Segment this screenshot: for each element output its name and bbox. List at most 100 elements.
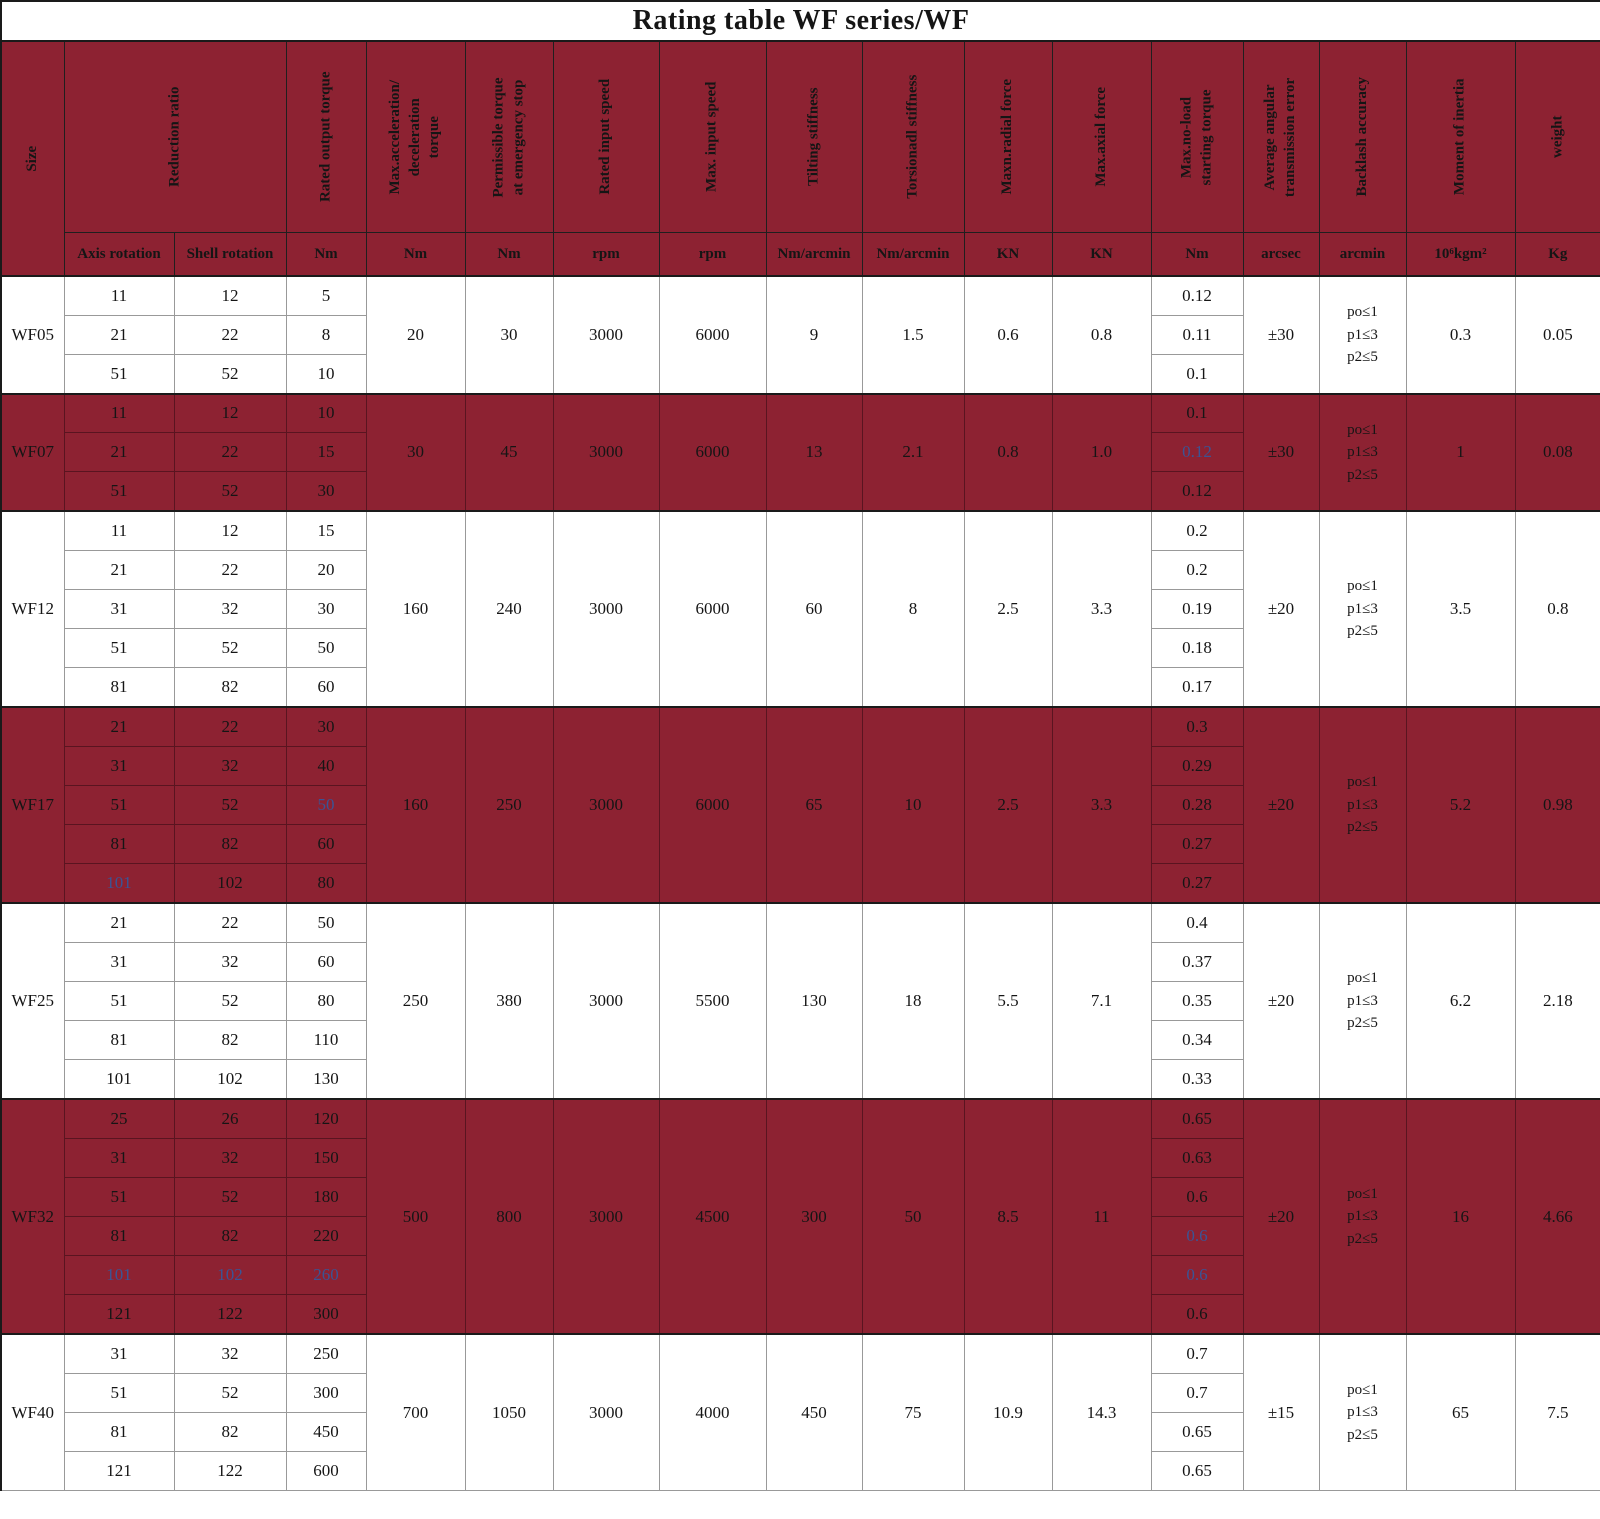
tilting_stiffness-cell: 130 bbox=[765, 902, 863, 1100]
axis-rotation-cell: 51 bbox=[63, 1372, 175, 1413]
transmission_error-cell: ±20 bbox=[1242, 706, 1320, 904]
shell-rotation-cell: 22 bbox=[173, 706, 287, 747]
axis-rotation-cell: 101 bbox=[63, 863, 175, 904]
axis-rotation-cell: 81 bbox=[63, 824, 175, 865]
emergency_stop_torque-cell: 30 bbox=[464, 275, 554, 395]
moment_of_inertia-cell: 5.2 bbox=[1405, 706, 1516, 904]
axis-rotation-cell: 21 bbox=[63, 901, 175, 943]
table-row: 21 22 20 0.2 bbox=[1, 549, 1600, 591]
table-row: 101 102 130 0.33 bbox=[1, 1059, 1600, 1100]
table-row: WF25 21 22 50 250 380 3000 5500 130 18 5.5 7.1 0.4 ±2… bbox=[0, 901, 1600, 1100]
shell-rotation-cell: 22 bbox=[173, 549, 287, 591]
rated_input_speed-cell: 3000 bbox=[552, 510, 660, 708]
no-load-starting-torque-cell: 0.11 bbox=[1150, 314, 1244, 355]
radial_force-cell: 0.6 bbox=[963, 275, 1053, 395]
max_accel_decel_torque-cell: 250 bbox=[365, 902, 466, 1100]
rated-output-torque-cell: 8 bbox=[285, 314, 367, 355]
tilting_stiffness-cell: 300 bbox=[765, 1097, 863, 1335]
no-load-starting-torque-cell: 0.1 bbox=[1150, 392, 1244, 434]
rated-output-torque-cell: 260 bbox=[285, 1255, 367, 1296]
tilting_stiffness-cell: 13 bbox=[765, 392, 863, 512]
table-row: 121 122 300 0.6 bbox=[1, 1294, 1600, 1335]
no-load-starting-torque-cell: 0.6 bbox=[1150, 1294, 1244, 1335]
unit-moment-of-inertia: 10⁶kgm² bbox=[1405, 232, 1516, 277]
table-row: 81 82 110 0.34 bbox=[1, 1020, 1600, 1061]
shell-rotation-cell: 82 bbox=[173, 824, 287, 865]
rated-output-torque-cell: 30 bbox=[285, 706, 367, 747]
torsional_stiffness-cell: 50 bbox=[861, 1097, 965, 1335]
rated-output-torque-cell: 450 bbox=[285, 1411, 367, 1453]
max_accel_decel_torque-cell: 700 bbox=[365, 1333, 466, 1492]
torsional_stiffness-cell: 8 bbox=[861, 510, 965, 708]
rated_input_speed-cell: 3000 bbox=[552, 392, 660, 512]
col-header-rated-input-speed: Rated input speed bbox=[552, 40, 660, 233]
emergency_stop_torque-cell: 380 bbox=[464, 902, 554, 1100]
shell-rotation-cell: 32 bbox=[173, 1333, 287, 1374]
no-load-starting-torque-cell: 0.12 bbox=[1150, 274, 1244, 316]
axis-rotation-cell: 121 bbox=[63, 1294, 175, 1335]
table-row: 81 82 450 0.65 bbox=[1, 1411, 1600, 1453]
col-header-rated-output-torque: Rated output torque bbox=[285, 40, 367, 233]
emergency_stop_torque-cell: 800 bbox=[464, 1097, 554, 1335]
rated-output-torque-cell: 110 bbox=[285, 1020, 367, 1061]
radial_force-cell: 10.9 bbox=[963, 1333, 1053, 1492]
rated-output-torque-cell: 300 bbox=[285, 1294, 367, 1335]
transmission_error-cell: ±30 bbox=[1242, 392, 1320, 512]
moment_of_inertia-cell: 6.2 bbox=[1405, 902, 1516, 1100]
backlash-cell: po≤1 p1≤3 p2≤5 bbox=[1318, 706, 1407, 904]
table-row: 121 122 600 0.65 bbox=[1, 1451, 1600, 1492]
rated-output-torque-cell: 220 bbox=[285, 1215, 367, 1257]
no-load-starting-torque-cell: 0.65 bbox=[1150, 1411, 1244, 1453]
no-load-starting-torque-cell: 0.7 bbox=[1150, 1333, 1244, 1374]
rated-output-torque-cell: 150 bbox=[285, 1137, 367, 1178]
radial_force-cell: 0.8 bbox=[963, 392, 1053, 512]
transmission_error-cell: ±30 bbox=[1242, 275, 1320, 395]
shell-rotation-cell: 22 bbox=[173, 901, 287, 943]
transmission_error-cell: ±20 bbox=[1242, 1097, 1320, 1335]
axis-rotation-cell: 21 bbox=[63, 549, 175, 591]
table-row: WF05 11 12 5 20 30 3000 6000 9 1.5 0.6 0.8 0.12 ±30 po… bbox=[0, 274, 1600, 395]
unit-tilting-stiffness: Nm/arcmin bbox=[765, 232, 863, 277]
unit-max-accel-decel-torque: Nm bbox=[365, 232, 466, 277]
table-row: 51 52 50 0.18 bbox=[1, 628, 1600, 669]
radial_force-cell: 2.5 bbox=[963, 510, 1053, 708]
no-load-starting-torque-cell: 0.2 bbox=[1150, 549, 1244, 591]
rated-output-torque-cell: 15 bbox=[285, 432, 367, 473]
emergency_stop_torque-cell: 1050 bbox=[464, 1333, 554, 1492]
axis-rotation-cell: 81 bbox=[63, 1020, 175, 1061]
shell-rotation-cell: 52 bbox=[173, 784, 287, 826]
shell-rotation-cell: 52 bbox=[173, 471, 287, 512]
axis-rotation-cell: 81 bbox=[63, 1215, 175, 1257]
axis-rotation-cell: 51 bbox=[63, 628, 175, 669]
torsional_stiffness-cell: 75 bbox=[861, 1333, 965, 1492]
axis-rotation-cell: 11 bbox=[63, 392, 175, 434]
no-load-starting-torque-cell: 0.3 bbox=[1150, 706, 1244, 747]
size-cell: WF32 bbox=[0, 1097, 65, 1335]
no-load-starting-torque-cell: 0.28 bbox=[1150, 784, 1244, 826]
shell-rotation-cell: 12 bbox=[173, 510, 287, 551]
shell-rotation-cell: 52 bbox=[173, 1176, 287, 1218]
rated-output-torque-cell: 20 bbox=[285, 549, 367, 591]
axial_force-cell: 3.3 bbox=[1051, 510, 1152, 708]
shell-rotation-cell: 52 bbox=[173, 980, 287, 1022]
weight-cell: 2.18 bbox=[1514, 902, 1600, 1100]
max_input_speed-cell: 6000 bbox=[658, 706, 767, 904]
rated_input_speed-cell: 3000 bbox=[552, 1333, 660, 1492]
col-header-moment-of-inertia: Moment of inertia bbox=[1405, 40, 1516, 233]
rated_input_speed-cell: 3000 bbox=[552, 706, 660, 904]
weight-cell: 0.05 bbox=[1514, 275, 1600, 395]
shell-rotation-cell: 32 bbox=[173, 745, 287, 786]
rated-output-torque-cell: 80 bbox=[285, 980, 367, 1022]
rated-output-torque-cell: 60 bbox=[285, 667, 367, 708]
moment_of_inertia-cell: 1 bbox=[1405, 392, 1516, 512]
max_accel_decel_torque-cell: 160 bbox=[365, 510, 466, 708]
max_input_speed-cell: 6000 bbox=[658, 275, 767, 395]
no-load-starting-torque-cell: 0.37 bbox=[1150, 941, 1244, 982]
weight-cell: 7.5 bbox=[1514, 1333, 1600, 1492]
no-load-starting-torque-cell: 0.7 bbox=[1150, 1372, 1244, 1413]
axial_force-cell: 3.3 bbox=[1051, 706, 1152, 904]
size-cell: WF40 bbox=[0, 1333, 65, 1492]
no-load-starting-torque-cell: 0.19 bbox=[1150, 588, 1244, 630]
shell-rotation-cell: 32 bbox=[173, 588, 287, 630]
table-row: 31 32 40 0.29 bbox=[1, 745, 1600, 786]
